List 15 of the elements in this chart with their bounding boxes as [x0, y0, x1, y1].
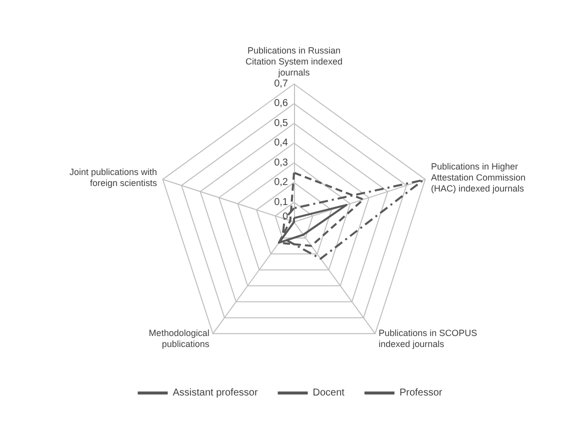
y-tick-label: 0,4	[274, 138, 288, 149]
y-tick-label: 0,5	[274, 118, 288, 129]
spoke-label: Publications in SCOPUS indexed journals	[378, 328, 478, 349]
spoke-label: Publications in Russian Citation System indexed journals	[245, 46, 343, 78]
legend-label: Docent	[312, 388, 345, 398]
y-tick-label: 0,7	[274, 78, 288, 90]
y-tick-label: 0,6	[274, 98, 288, 110]
legend-label: Professor	[399, 388, 443, 398]
spoke-label: Joint publications with foreign scientists	[69, 167, 158, 188]
legend-label: Assistant professor	[172, 388, 258, 398]
spoke-label: Publications in Higher Attestation Commission (HAC) indexed journals	[430, 162, 526, 194]
y-tick-label: 0,1	[274, 196, 288, 208]
y-tick-label: 0,3	[274, 157, 288, 168]
spoke-label: Methodological publications	[148, 328, 210, 349]
y-tick-label: 0,2	[274, 177, 288, 188]
